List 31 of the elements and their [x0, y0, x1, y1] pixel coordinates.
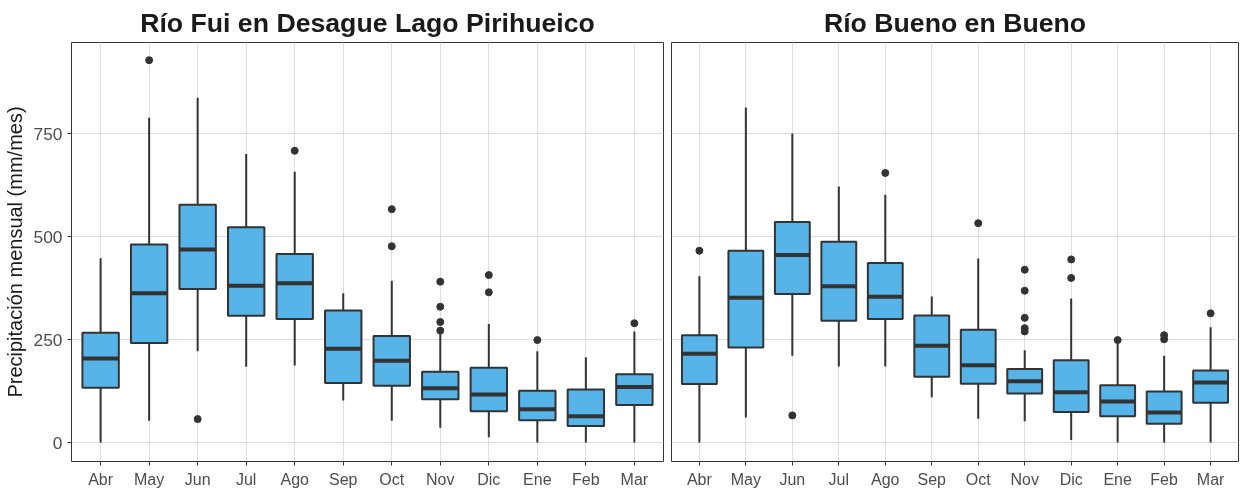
x-tick-label: Ago	[280, 470, 310, 488]
y-tick-label: 750	[33, 123, 63, 144]
x-tick-label: Nov	[1010, 470, 1039, 488]
chart-title: Río Bueno en Bueno	[823, 7, 1087, 38]
x-tick-label: Feb	[1150, 470, 1179, 488]
x-tick-label: Jun	[779, 470, 806, 488]
x-tick-label: Abr	[88, 470, 114, 488]
x-tick-label: Sep	[329, 470, 358, 488]
x-tick-label: Jun	[184, 470, 211, 488]
y-axis-title: Precipitación mensual (mm/mes)	[3, 106, 26, 398]
x-tick-label: Oct	[379, 470, 405, 488]
x-tick-label: Jul	[235, 470, 257, 488]
x-tick-label: Mar	[620, 470, 649, 488]
y-tick-label: 500	[33, 226, 63, 247]
x-tick-label: May	[730, 470, 761, 488]
x-tick-label: Dic	[1059, 470, 1083, 488]
x-tick-label: Feb	[572, 470, 600, 488]
x-tick-label: Ago	[871, 470, 900, 488]
x-tick-label: Ene	[523, 470, 552, 488]
x-tick-label: Ene	[1103, 470, 1132, 488]
x-tick-label: Mar	[1196, 470, 1226, 488]
chart-title: Río Fui en Desague Lago Pirihueico	[140, 7, 595, 38]
x-tick-label: Oct	[965, 470, 992, 488]
y-tick-label: 0	[52, 432, 63, 453]
y-tick-label: 250	[33, 329, 63, 350]
x-tick-label: Nov	[426, 470, 455, 488]
x-tick-label: Jul	[828, 470, 850, 488]
x-tick-label: Abr	[686, 470, 713, 488]
x-tick-label: Dic	[477, 470, 501, 488]
x-tick-label: Sep	[917, 470, 947, 488]
x-tick-label: May	[134, 470, 165, 488]
